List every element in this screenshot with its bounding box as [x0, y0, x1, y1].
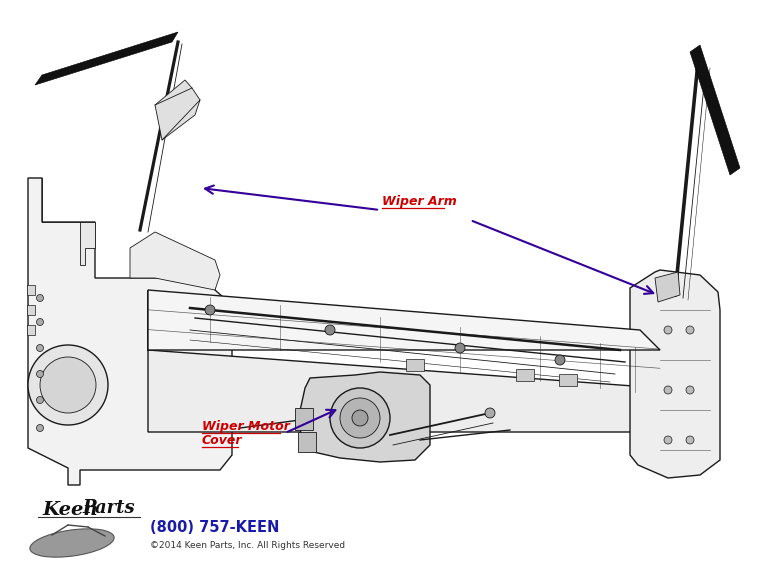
Text: Wiper Motor: Wiper Motor: [202, 420, 290, 433]
Polygon shape: [148, 290, 685, 432]
Bar: [516, 369, 534, 381]
Circle shape: [555, 355, 565, 365]
Text: Cover: Cover: [202, 434, 243, 447]
Text: ©2014 Keen Parts, Inc. All Rights Reserved: ©2014 Keen Parts, Inc. All Rights Reserv…: [150, 541, 345, 551]
Polygon shape: [655, 272, 680, 302]
Polygon shape: [35, 32, 178, 85]
Bar: [27, 325, 35, 335]
Polygon shape: [298, 372, 430, 462]
Polygon shape: [130, 232, 220, 290]
Polygon shape: [155, 80, 200, 140]
Circle shape: [352, 410, 368, 426]
Text: Wiper Arm: Wiper Arm: [382, 195, 457, 208]
Circle shape: [686, 386, 694, 394]
Circle shape: [455, 343, 465, 353]
Circle shape: [340, 398, 380, 438]
Bar: [298, 432, 316, 452]
Circle shape: [36, 345, 43, 351]
Circle shape: [485, 408, 495, 418]
Circle shape: [686, 326, 694, 334]
Circle shape: [664, 326, 672, 334]
Bar: [559, 374, 577, 386]
Circle shape: [664, 436, 672, 444]
Polygon shape: [690, 45, 740, 175]
Bar: [27, 285, 35, 295]
Circle shape: [205, 305, 215, 315]
Polygon shape: [630, 270, 720, 478]
Circle shape: [36, 318, 43, 325]
Circle shape: [36, 295, 43, 302]
Circle shape: [40, 357, 96, 413]
Bar: [406, 359, 424, 371]
Circle shape: [36, 424, 43, 431]
Polygon shape: [28, 178, 232, 485]
Text: Parts: Parts: [82, 499, 135, 517]
Circle shape: [325, 325, 335, 335]
Text: Keen: Keen: [42, 501, 98, 519]
Text: (800) 757-KEEN: (800) 757-KEEN: [150, 521, 280, 536]
Circle shape: [330, 388, 390, 448]
Polygon shape: [148, 290, 660, 350]
Circle shape: [664, 386, 672, 394]
Circle shape: [36, 397, 43, 404]
Ellipse shape: [30, 529, 114, 557]
Bar: [295, 408, 313, 430]
Bar: [27, 305, 35, 315]
Circle shape: [36, 371, 43, 378]
Circle shape: [28, 345, 108, 425]
Circle shape: [686, 436, 694, 444]
Polygon shape: [80, 222, 95, 265]
